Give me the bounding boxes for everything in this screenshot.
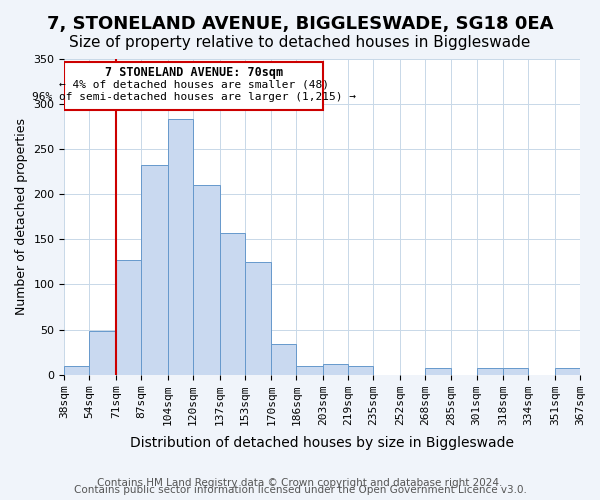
Bar (220, 233, 245, 374)
Text: ← 4% of detached houses are smaller (48): ← 4% of detached houses are smaller (48) (59, 80, 329, 90)
Bar (271, 344, 296, 374)
Text: 7 STONELAND AVENUE: 70sqm: 7 STONELAND AVENUE: 70sqm (104, 66, 283, 79)
Bar (168, 120, 193, 374)
Bar (245, 262, 271, 374)
Text: 96% of semi-detached houses are larger (1,215) →: 96% of semi-detached houses are larger (… (32, 92, 356, 102)
Text: 7, STONELAND AVENUE, BIGGLESWADE, SG18 0EA: 7, STONELAND AVENUE, BIGGLESWADE, SG18 0… (47, 15, 553, 33)
Bar (64, 366, 89, 374)
Y-axis label: Number of detached properties: Number of detached properties (15, 118, 28, 316)
Bar (425, 368, 451, 374)
Bar (348, 366, 373, 374)
Text: Size of property relative to detached houses in Biggleswade: Size of property relative to detached ho… (70, 35, 530, 50)
Bar (141, 166, 168, 374)
Bar (476, 368, 503, 374)
Bar (503, 368, 528, 374)
Bar (116, 260, 141, 374)
FancyBboxPatch shape (64, 62, 323, 110)
Bar (555, 368, 580, 374)
Bar (296, 366, 323, 374)
Bar (89, 332, 116, 374)
Bar (193, 186, 220, 374)
Text: Contains public sector information licensed under the Open Government Licence v3: Contains public sector information licen… (74, 485, 526, 495)
Text: Contains HM Land Registry data © Crown copyright and database right 2024.: Contains HM Land Registry data © Crown c… (97, 478, 503, 488)
Bar (323, 364, 348, 374)
X-axis label: Distribution of detached houses by size in Biggleswade: Distribution of detached houses by size … (130, 436, 514, 450)
